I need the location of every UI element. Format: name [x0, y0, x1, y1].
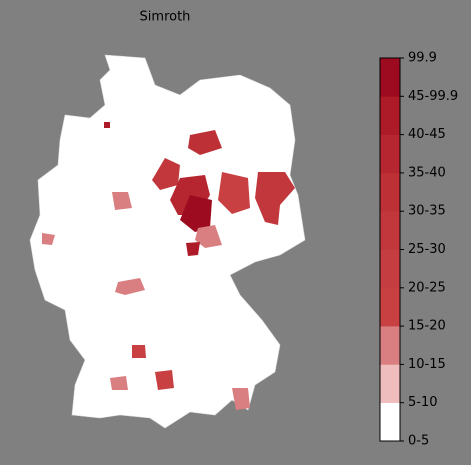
- region: [232, 388, 250, 410]
- colorbar-label: 40-45: [408, 127, 446, 142]
- region: [115, 278, 145, 295]
- region: [104, 122, 110, 128]
- colorbar-segment: [380, 364, 400, 403]
- region: [112, 192, 132, 210]
- colorbar-label: 0-5: [408, 434, 429, 449]
- colorbar-label: 5-10: [408, 395, 438, 410]
- region: [42, 233, 55, 245]
- region: [132, 345, 146, 358]
- region: [218, 172, 250, 214]
- colorbar-segment: [380, 326, 400, 365]
- colorbar: 0-5 5-10 10-15 15-20 20-25 25-30 30-35 35-40 40-…: [379, 51, 458, 449]
- colorbar-label: 20-25: [408, 280, 446, 295]
- colorbar-label: 10-15: [408, 357, 446, 372]
- colorbar-segment: [380, 402, 400, 442]
- region: [155, 370, 174, 390]
- colorbar-segment: [380, 249, 400, 289]
- region: [152, 158, 180, 190]
- colorbar-segment: [380, 58, 400, 97]
- region: [186, 242, 200, 256]
- colorbar-segment: [380, 211, 400, 250]
- colorbar-label: 99.9: [408, 51, 437, 66]
- country-outline: [29, 54, 306, 429]
- colorbar-label: 45-99.9: [408, 89, 458, 104]
- region: [255, 172, 295, 225]
- germany-map: [29, 54, 306, 429]
- colorbar-segment: [380, 287, 400, 327]
- colorbar-label: 30-35: [408, 204, 446, 219]
- map-title: Simroth: [140, 10, 191, 25]
- colorbar-segment: [380, 134, 400, 174]
- colorbar-segment: [380, 96, 400, 135]
- region: [188, 130, 222, 155]
- region: [195, 225, 222, 248]
- region: [110, 376, 128, 390]
- colorbar-segment: [380, 172, 400, 212]
- colorbar-label: 25-30: [408, 242, 446, 257]
- colorbar-label: 15-20: [408, 319, 446, 334]
- colorbar-label: 35-40: [408, 165, 446, 180]
- region: [180, 195, 212, 232]
